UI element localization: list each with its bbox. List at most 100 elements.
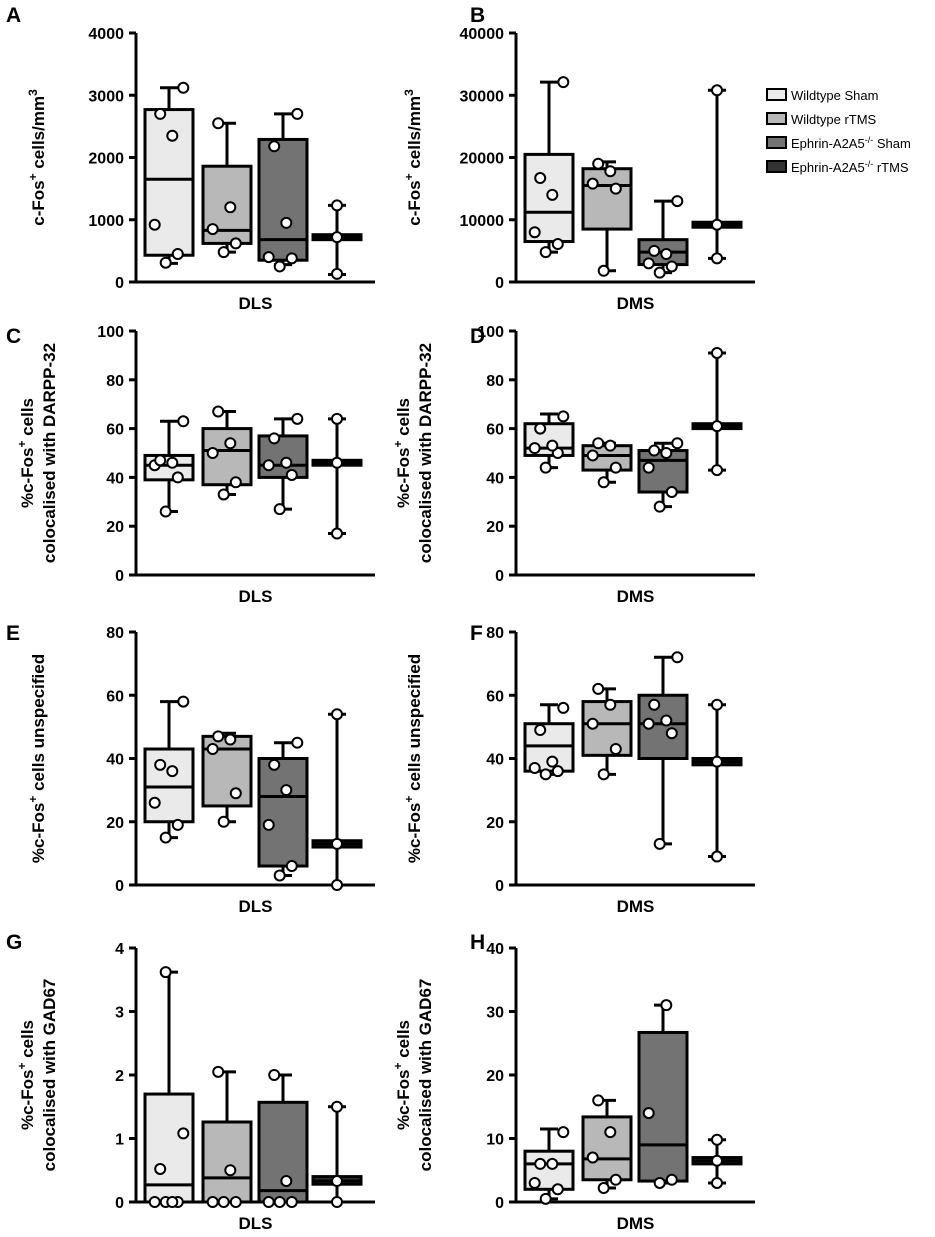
- box-2: [581, 437, 633, 489]
- data-point: [642, 717, 655, 730]
- panel-b: B 0 10000 20000 30000 40000 DMS c-Fos+ cells/mm…: [402, 4, 755, 313]
- data-point: [273, 869, 286, 882]
- box-2: [581, 157, 633, 277]
- data-point: [711, 218, 723, 231]
- data-point: [609, 1173, 622, 1186]
- y-axis-title: %c-Fos+ cells unspecified: [402, 654, 424, 863]
- y-tick-label: 100: [477, 324, 504, 341]
- y-tick-label: 3000: [88, 88, 124, 105]
- data-point: [177, 695, 190, 708]
- data-point: [711, 698, 723, 711]
- data-point: [331, 1175, 343, 1188]
- data-point: [604, 1126, 617, 1139]
- y-tick-label: 0: [495, 878, 504, 895]
- box-1: [523, 1126, 575, 1205]
- box-3: [257, 736, 309, 882]
- data-point: [711, 420, 723, 433]
- y-tick-label: 10: [486, 1132, 504, 1149]
- data-point: [604, 698, 617, 711]
- data-point: [206, 223, 219, 236]
- data-point: [171, 247, 184, 260]
- data-point: [331, 231, 343, 244]
- x-axis-label: DMS: [617, 587, 655, 606]
- data-point: [660, 447, 673, 459]
- data-point: [539, 461, 552, 474]
- box-3: [257, 412, 309, 516]
- data-point: [148, 796, 161, 809]
- legend-swatch: [766, 160, 787, 173]
- data-point: [609, 182, 622, 195]
- data-point: [224, 201, 237, 214]
- panel-h: H 0 10 20 30 40 DMS %c-Fos+ cells colocalised wi…: [391, 931, 755, 1233]
- box-2: [581, 682, 633, 781]
- data-point: [166, 1196, 179, 1208]
- data-point: [597, 264, 610, 277]
- x-axis-label: DMS: [617, 897, 655, 916]
- box-4: [311, 199, 363, 280]
- box-4: [691, 346, 743, 477]
- legend: Wildtype Sham Wildtype rTMS Ephrin-A2A5-/-…: [766, 88, 911, 175]
- y-tick-label: 4: [115, 941, 124, 958]
- y-tick-label: 30: [486, 1005, 504, 1022]
- y-tick-label: 40: [486, 752, 504, 769]
- data-point: [592, 682, 605, 695]
- data-point: [648, 444, 661, 457]
- data-point: [331, 267, 343, 280]
- data-point: [262, 1196, 275, 1208]
- data-point: [609, 461, 622, 474]
- data-point: [331, 1196, 343, 1208]
- data-point: [212, 1065, 225, 1078]
- data-point: [148, 218, 161, 231]
- data-point: [331, 708, 343, 721]
- data-point: [159, 256, 172, 269]
- panel-c: C 0 20 40 60 80 100 DLS %c-Fos+ cells colocalised…: [6, 324, 375, 606]
- data-point: [224, 437, 237, 450]
- data-point: [551, 238, 564, 251]
- data-point: [224, 733, 237, 746]
- data-point: [171, 471, 184, 484]
- data-point: [528, 1176, 541, 1189]
- data-point: [642, 1107, 655, 1120]
- data-point: [711, 755, 723, 768]
- box-4: [311, 1100, 363, 1208]
- data-point: [653, 266, 666, 279]
- box-4: [311, 708, 363, 891]
- box-iqr: [257, 137, 309, 262]
- data-point: [273, 260, 286, 273]
- box-iqr: [637, 1030, 689, 1183]
- data-point: [711, 1176, 723, 1189]
- panel-f: F 0 20 40 60 80 DMS %c-Fos+ cells unspecified: [402, 622, 755, 916]
- data-point: [177, 81, 190, 94]
- data-point: [551, 765, 564, 778]
- box-iqr: [143, 747, 195, 824]
- y-tick-label: 0: [115, 1195, 124, 1212]
- data-point: [229, 237, 242, 250]
- x-axis-label: DMS: [617, 294, 655, 313]
- data-point: [291, 736, 304, 749]
- data-point: [280, 456, 293, 469]
- box-2: [201, 730, 253, 828]
- box-3: [257, 1069, 309, 1208]
- data-point: [660, 714, 673, 727]
- data-point: [159, 505, 172, 518]
- panel-g: G 0 1 2 3 4 DLS %c-Fos+ cells colocalised with G…: [6, 931, 375, 1233]
- data-point: [229, 787, 242, 800]
- y-axis-title: colocalised with GAD67: [40, 979, 59, 1172]
- data-point: [546, 755, 559, 768]
- data-point: [586, 449, 599, 462]
- x-axis-label: DMS: [617, 1214, 655, 1233]
- data-point: [592, 437, 605, 450]
- data-point: [285, 1196, 298, 1208]
- panel-letter: G: [6, 931, 22, 954]
- data-point: [665, 486, 678, 499]
- data-point: [331, 527, 343, 540]
- data-point: [711, 84, 723, 97]
- y-axis-title: %c-Fos+ cells: [391, 398, 413, 508]
- panel-letter: B: [470, 4, 485, 27]
- data-point: [331, 1100, 343, 1113]
- panel-letter: A: [6, 4, 21, 27]
- y-tick-label: 40: [486, 941, 504, 958]
- box-4: [691, 698, 743, 863]
- box-1: [143, 81, 195, 269]
